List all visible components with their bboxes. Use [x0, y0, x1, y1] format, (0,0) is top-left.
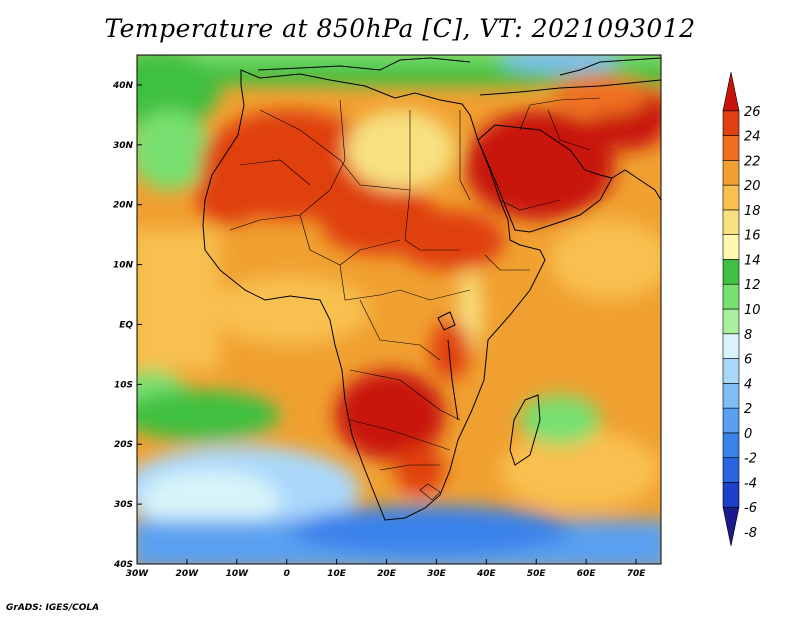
- colorbar-swatch: [722, 283, 740, 310]
- lon-tick-label: 30W: [126, 569, 150, 579]
- colorbar-label: 4: [744, 377, 752, 392]
- lat-tick-label: 30S: [114, 500, 133, 510]
- colorbar-swatch: [722, 308, 740, 335]
- colorbar-swatch: [722, 71, 740, 112]
- lon-tick-label: 30E: [427, 569, 447, 579]
- colorbar-swatch: [722, 184, 740, 211]
- lon-tick-label: 20E: [377, 569, 397, 579]
- temperature-field: [137, 55, 661, 564]
- lon-tick-label: 10E: [327, 569, 347, 579]
- colorbar-swatch: [722, 333, 740, 359]
- lon-tick-label: 20W: [176, 569, 200, 579]
- colorbar-label: -2: [744, 452, 757, 467]
- colorbar-label: 16: [744, 229, 761, 244]
- colorbar-label: 12: [744, 278, 761, 293]
- colorbar-swatch: [722, 383, 740, 409]
- colorbar-label: 14: [744, 253, 761, 268]
- lat-tick-label: 10S: [114, 380, 133, 390]
- colorbar-swatch: [722, 110, 740, 136]
- colorbar-label: -8: [744, 526, 757, 541]
- colorbar-swatch: [722, 358, 740, 384]
- lat-tick-label: 40S: [113, 560, 133, 570]
- colorbar-label: 8: [744, 328, 752, 343]
- colorbar-swatch: [722, 407, 740, 434]
- colorbar-label: 26: [744, 105, 761, 120]
- lon-tick-label: 0: [284, 569, 290, 579]
- lon-tick-label: 50E: [527, 569, 547, 579]
- lat-tick-label: 20S: [114, 440, 133, 450]
- coastlines: [202, 57, 661, 521]
- lat-tick-label: 10N: [113, 261, 134, 271]
- colorbar-label: -6: [744, 501, 757, 516]
- colorbar-swatch: [722, 209, 740, 235]
- colorbar-label: 24: [744, 130, 761, 145]
- colorbar-label: 2: [744, 402, 752, 417]
- page-title: Temperature at 850hPa [C], VT: 202109301…: [104, 14, 696, 43]
- lat-tick-label: EQ: [119, 320, 133, 330]
- colorbar-label: 18: [744, 204, 761, 219]
- colorbar-swatch: [722, 135, 740, 161]
- colorbar-swatch: [722, 234, 740, 260]
- colorbar-swatch: [722, 160, 740, 186]
- colorbar-swatch: [722, 506, 740, 547]
- colorbar-swatch: [722, 482, 740, 508]
- colorbar-swatch: [722, 432, 740, 458]
- lat-tick-label: 40N: [112, 81, 134, 91]
- colorbar-label: 22: [744, 154, 761, 169]
- lon-tick-label: 40E: [476, 569, 497, 579]
- colorbar-label: 20: [744, 179, 761, 194]
- colorbar-swatch: [722, 259, 740, 285]
- lon-tick-label: 60E: [577, 569, 597, 579]
- longitude-axis: 30W 20W 10W 0 10E 20E 30E 40E 50E 60E 70E: [126, 559, 646, 579]
- credit-text: GrADS: IGES/COLA: [6, 603, 100, 613]
- lat-tick-label: 30N: [113, 141, 134, 151]
- map-frame: [136, 54, 662, 565]
- lon-tick-label: 70E: [627, 569, 647, 579]
- country-borders: [229, 97, 601, 501]
- colorbar-label: 0: [744, 427, 752, 442]
- lon-tick-label: 10W: [226, 569, 250, 579]
- colorbar-label: 10: [744, 303, 761, 318]
- colorbar-label: -4: [744, 476, 757, 491]
- latitude-axis: 40S 30S 20S 10S EQ 10N 20N 30N 40N: [112, 81, 142, 570]
- lat-tick-label: 20N: [113, 201, 134, 211]
- colorbar-swatch: [722, 457, 740, 483]
- colorbar-label: 6: [744, 353, 752, 368]
